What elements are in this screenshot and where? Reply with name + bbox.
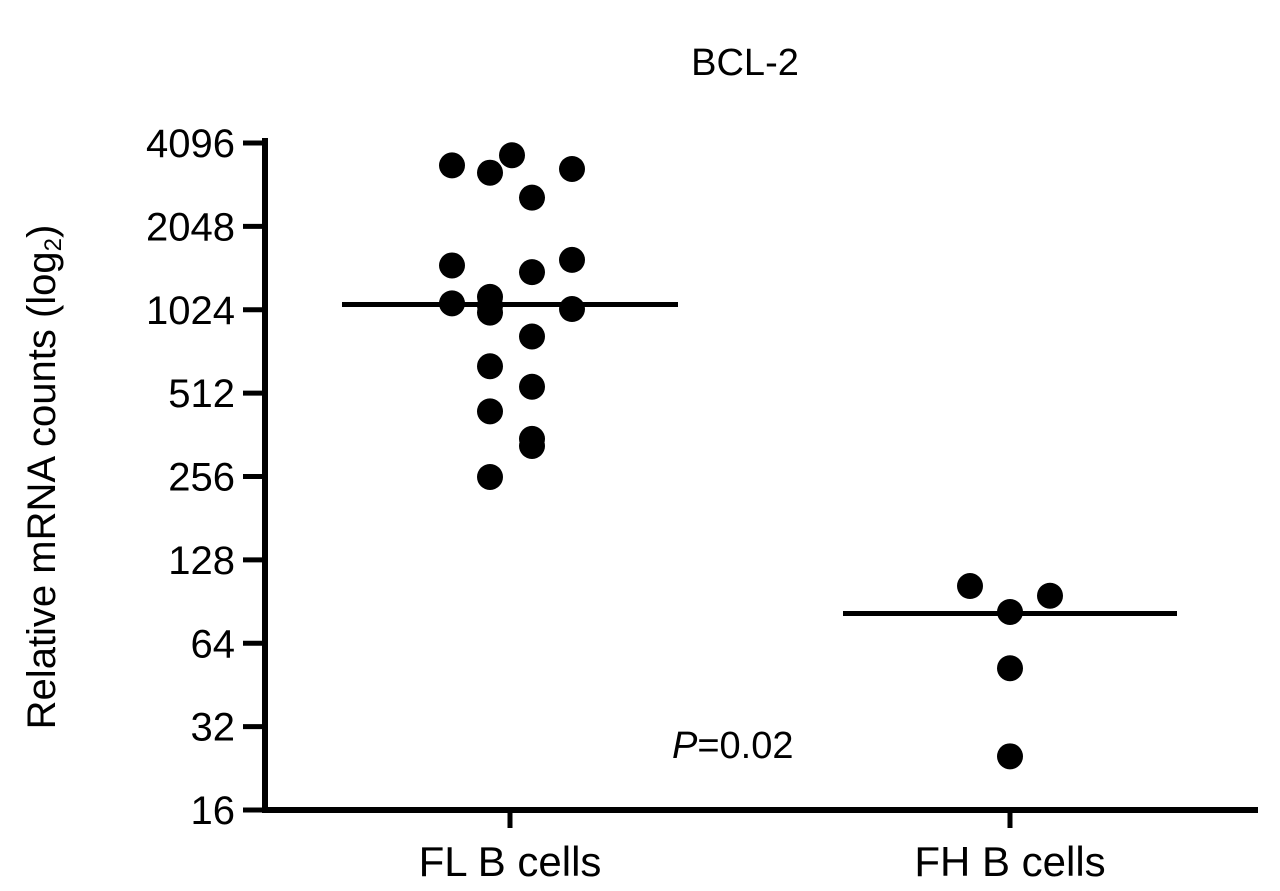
x-category-label: FL B cells <box>419 838 602 885</box>
data-point <box>997 655 1023 682</box>
chart-title: BCL-2 <box>691 42 799 84</box>
y-tick-label: 128 <box>168 539 235 583</box>
p-value-annotation: P=0.02 <box>672 725 794 767</box>
y-tick-label: 16 <box>191 789 236 833</box>
y-tick-label: 4096 <box>146 122 235 166</box>
data-point <box>519 432 545 459</box>
data-point <box>439 252 465 279</box>
y-tick-label: 64 <box>191 622 236 666</box>
y-axis-label-subscript: 2 <box>40 238 67 251</box>
data-point <box>559 296 585 323</box>
data-point <box>519 259 545 286</box>
data-point <box>477 463 503 490</box>
y-tick-label: 1024 <box>146 289 235 333</box>
y-axis-label-close: ) <box>20 225 64 238</box>
data-point <box>439 290 465 317</box>
y-tick-label: 32 <box>191 706 236 750</box>
x-categories: FL B cells FH B cells <box>419 810 1106 885</box>
data-point <box>997 743 1023 770</box>
data-point <box>439 152 465 179</box>
data-point <box>957 573 983 600</box>
data-point <box>1037 582 1063 609</box>
x-category-label: FH B cells <box>914 838 1105 885</box>
y-axis-label: Relative mRNA counts (log2) <box>20 225 67 730</box>
y-tick-label: 256 <box>168 456 235 500</box>
data-point <box>997 598 1023 625</box>
data-point <box>519 373 545 400</box>
y-tick-label: 2048 <box>146 205 235 249</box>
data-point <box>519 323 545 350</box>
data-point <box>559 246 585 273</box>
data-point <box>499 142 525 169</box>
data-point <box>477 353 503 380</box>
y-ticks: 16 32 64 128 256 512 1024 2048 4096 <box>146 122 265 833</box>
y-tick-label: 512 <box>168 372 235 416</box>
data-point <box>477 398 503 425</box>
data-point <box>477 159 503 186</box>
data-point <box>477 292 503 319</box>
data-point <box>559 155 585 182</box>
data-points <box>439 142 1063 770</box>
median-lines <box>342 301 1177 616</box>
data-point <box>519 184 545 211</box>
